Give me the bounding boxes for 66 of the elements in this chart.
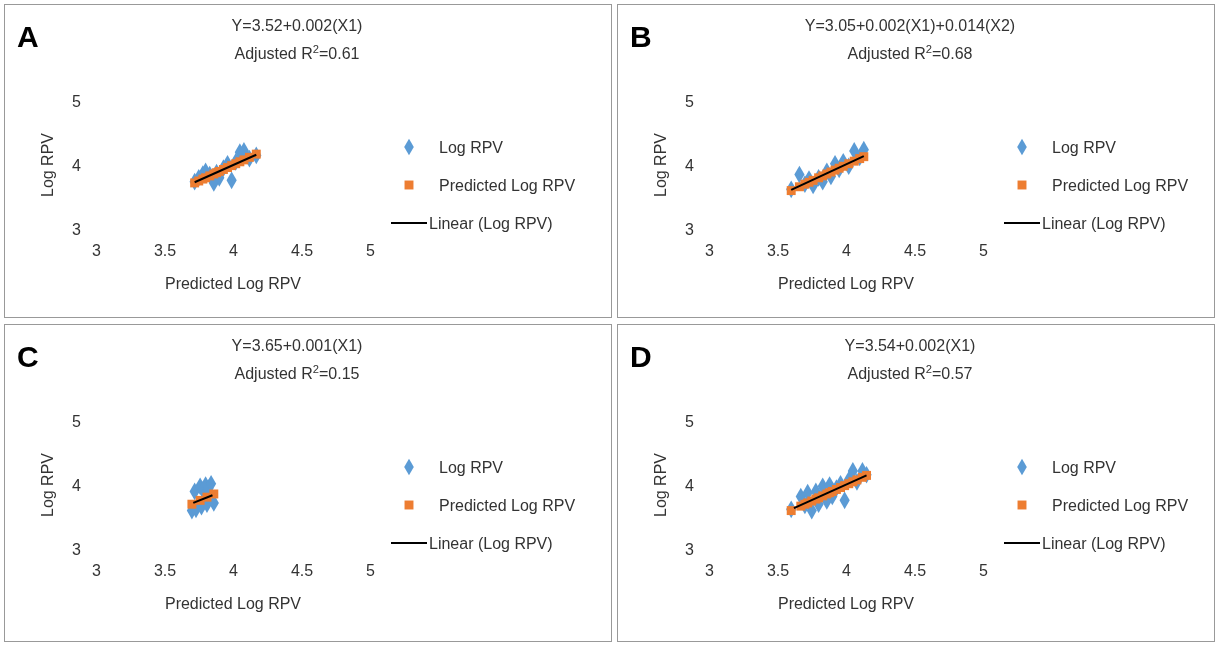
y-tick-label: 5 xyxy=(72,412,82,430)
x-axis-title: Predicted Log RPV xyxy=(164,275,302,292)
x-tick-label: 3.5 xyxy=(766,562,790,580)
x-axis-title: Predicted Log RPV xyxy=(164,595,302,612)
legend-label: Predicted Log RPV xyxy=(439,177,576,194)
point xyxy=(209,489,219,499)
x-tick-label: 3 xyxy=(705,242,715,260)
x-tick-label: 4 xyxy=(842,242,852,260)
x-tick-label: 5 xyxy=(979,562,989,580)
chart-title: Y=3.52+0.002(X1) xyxy=(231,17,363,34)
chart-title: Y=3.65+0.001(X1) xyxy=(231,337,363,354)
y-tick-label: 3 xyxy=(685,540,695,558)
legend-label: Linear (Log RPV) xyxy=(1042,215,1166,232)
y-tick-label: 3 xyxy=(72,220,82,238)
text: D xyxy=(630,340,652,373)
x-tick-label: 4.5 xyxy=(903,562,927,580)
x-axis-title: Predicted Log RPV xyxy=(777,595,915,612)
text: C xyxy=(17,340,39,373)
legend-label: Linear (Log RPV) xyxy=(1042,535,1166,552)
y-tick-label: 4 xyxy=(685,476,695,494)
y-axis-title: Log RPV xyxy=(652,132,669,198)
x-tick-label: 4.5 xyxy=(290,562,314,580)
x-tick-label: 4 xyxy=(229,562,239,580)
legend-label: Predicted Log RPV xyxy=(1052,497,1189,514)
chart-subtitle: Adjusted R$^{2}$=0.57 xyxy=(847,363,973,382)
legend-label: Predicted Log RPV xyxy=(439,497,576,514)
x-tick-label: 5 xyxy=(366,562,376,580)
x-tick-label: 5 xyxy=(979,242,989,260)
y-axis-title: Log RPV xyxy=(39,132,56,198)
x-tick-label: 4.5 xyxy=(290,242,314,260)
legend-label: Log RPV xyxy=(1052,459,1117,476)
x-tick-label: 3.5 xyxy=(153,562,177,580)
chart-subtitle: Adjusted R$^{2}$=0.61 xyxy=(234,43,360,62)
y-tick-label: 3 xyxy=(685,220,695,238)
x-tick-label: 3.5 xyxy=(153,242,177,260)
y-tick-label: 4 xyxy=(72,476,82,494)
x-tick-label: 3.5 xyxy=(766,242,790,260)
legend-label: Log RPV xyxy=(439,459,504,476)
x-tick-label: 5 xyxy=(366,242,376,260)
x-tick-label: 4.5 xyxy=(903,242,927,260)
text: A xyxy=(17,20,39,53)
chart-title: Y=3.54+0.002(X1) xyxy=(844,337,976,354)
chart-subtitle: Adjusted R$^{2}$=0.15 xyxy=(234,363,360,382)
y-axis-title: Log RPV xyxy=(39,452,56,518)
legend-label: Linear (Log RPV) xyxy=(429,535,553,552)
legend-label: Predicted Log RPV xyxy=(1052,177,1189,194)
y-tick-label: 3 xyxy=(72,540,82,558)
x-tick-label: 3 xyxy=(92,562,102,580)
point xyxy=(187,499,197,509)
x-tick-label: 3 xyxy=(705,562,715,580)
y-tick-label: 5 xyxy=(72,92,82,110)
y-tick-label: 4 xyxy=(72,156,82,174)
chart-subtitle: Adjusted R$^{2}$=0.68 xyxy=(847,43,973,62)
x-tick-label: 4 xyxy=(229,242,239,260)
y-axis-title: Log RPV xyxy=(652,452,669,518)
y-tick-label: 5 xyxy=(685,412,695,430)
y-tick-label: 4 xyxy=(685,156,695,174)
x-tick-label: 4 xyxy=(842,562,852,580)
x-tick-label: 3 xyxy=(92,242,102,260)
legend-label: Log RPV xyxy=(439,139,504,156)
text: B xyxy=(630,20,652,53)
y-tick-label: 5 xyxy=(685,92,695,110)
legend-label: Log RPV xyxy=(1052,139,1117,156)
chart-title: Y=3.05+0.002(X1)+0.014(X2) xyxy=(804,17,1016,34)
legend-label: Linear (Log RPV) xyxy=(429,215,553,232)
x-axis-title: Predicted Log RPV xyxy=(777,275,915,292)
